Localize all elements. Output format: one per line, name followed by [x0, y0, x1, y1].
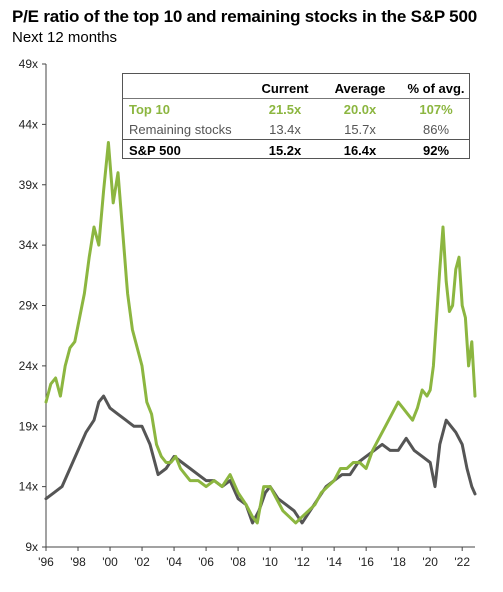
x-tick-label: '10: [262, 555, 278, 569]
current-value: 15.2x: [253, 139, 317, 160]
x-tick-label: '98: [70, 555, 86, 569]
y-tick-label: 19x: [19, 419, 38, 433]
table-header-row: Current Average % of avg.: [123, 78, 469, 99]
x-tick-label: '14: [326, 555, 342, 569]
average-value: 20.0x: [343, 101, 377, 117]
table-row-sp500: S&P 500 15.2x 16.4x 92%: [123, 139, 469, 160]
y-tick-label: 39x: [19, 178, 38, 192]
x-tick-label: '00: [102, 555, 118, 569]
row-label: S&P 500: [123, 139, 253, 160]
table-row-top10: Top 10 21.5x 20.0x 107%: [123, 99, 469, 120]
y-tick-label: 49x: [19, 57, 38, 71]
table-header-pct-of-avg: % of avg.: [403, 78, 469, 99]
chart-subtitle: Next 12 months: [12, 29, 118, 46]
x-tick-label: '12: [294, 555, 310, 569]
table-header-current: Current: [253, 78, 317, 99]
y-tick-label: 29x: [19, 299, 38, 313]
table-header-average: Average: [317, 78, 403, 99]
current-value: 21.5x: [268, 101, 302, 117]
chart-lines: [44, 141, 477, 525]
x-tick-label: '96: [38, 555, 54, 569]
x-tick-label: '20: [422, 555, 438, 569]
y-tick-label: 9x: [25, 540, 38, 554]
x-tick-label: '06: [198, 555, 214, 569]
row-label: Top 10: [129, 101, 170, 117]
y-tick-label: 24x: [19, 359, 38, 373]
chart-axes: 9x 14x 19x 24x 29x 34x 39x 44x 49x '96 '98 '00 '02 '0…: [19, 57, 475, 569]
average-value: 16.4x: [317, 139, 403, 160]
x-tick-label: '22: [454, 555, 470, 569]
pct-of-avg-value: 86%: [422, 121, 450, 137]
x-tick-label: '16: [358, 555, 374, 569]
y-tick-label: 44x: [19, 117, 38, 131]
x-tick-label: '02: [134, 555, 150, 569]
series-line-top10: [44, 141, 477, 525]
table-header: [123, 78, 253, 99]
x-tick-label: '08: [230, 555, 246, 569]
y-tick-label: 14x: [19, 480, 38, 494]
y-tick-label: 34x: [19, 238, 38, 252]
chart-title: P/E ratio of the top 10 and remaining st…: [12, 7, 477, 26]
summary-table-grid: Current Average % of avg. Top 10 21.5x 2…: [123, 78, 469, 160]
series-line-remaining-stocks: [44, 394, 477, 525]
pct-of-avg-value: 92%: [403, 139, 469, 160]
row-label: Remaining stocks: [129, 121, 232, 137]
average-value: 15.7x: [344, 121, 376, 137]
x-tick-label: '18: [390, 555, 406, 569]
summary-table: Current Average % of avg. Top 10 21.5x 2…: [122, 73, 470, 160]
pct-of-avg-value: 107%: [419, 101, 453, 117]
current-value: 13.4x: [269, 121, 301, 137]
x-tick-label: '04: [166, 555, 182, 569]
table-row-remaining-stocks: Remaining stocks 13.4x 15.7x 86%: [123, 119, 469, 140]
